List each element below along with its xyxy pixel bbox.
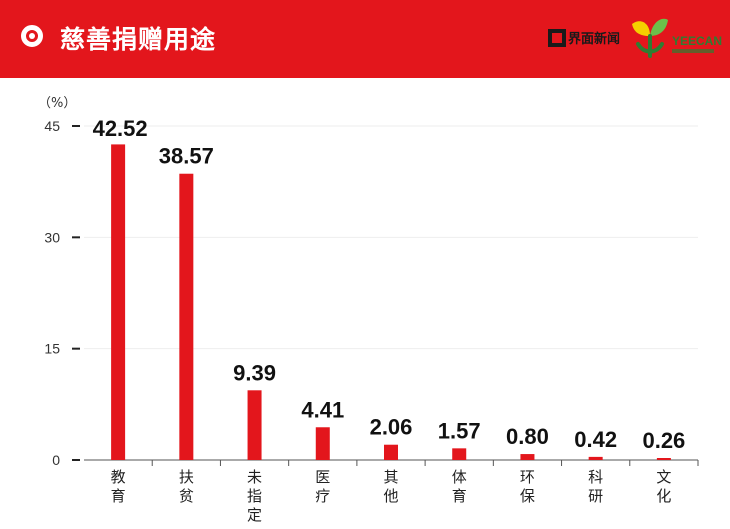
category-label-5: 体育: [452, 468, 467, 505]
bar-5: [452, 448, 467, 460]
category-label-4: 其他: [383, 468, 398, 505]
y-axis-unit: （%）: [38, 96, 76, 111]
yeecan-logo: YEECAN: [628, 14, 723, 64]
y-tick-label: 45: [44, 118, 60, 134]
bar-2: [247, 390, 262, 460]
data-label-7: 0.42: [574, 427, 617, 452]
jiemian-mark-icon: [548, 28, 566, 47]
chart-title: 慈善捐赠用途: [60, 25, 217, 54]
category-label-3: 医疗: [315, 468, 330, 505]
bar-8: [656, 458, 671, 460]
bar-3: [315, 427, 330, 460]
circle-dot-icon: [21, 25, 43, 47]
category-label-0: 教育: [111, 468, 126, 505]
y-tick-label: 0: [52, 452, 60, 468]
data-label-8: 0.26: [642, 428, 685, 453]
yeecan-logo-underline: [672, 49, 714, 53]
chart-area: （%） 0 15 30 45 42.52 教育 38.57 扶贫 9.39 未指定 4.41 医疗 2.0…: [0, 78, 730, 529]
data-label-4: 2.06: [370, 415, 413, 440]
data-label-5: 1.57: [438, 418, 481, 443]
bar-1: [179, 173, 194, 460]
data-label-3: 4.41: [301, 397, 344, 422]
category-label-7: 科研: [588, 468, 603, 505]
yeecan-leaf-icon: [632, 18, 668, 58]
data-label-1: 38.57: [159, 144, 214, 169]
jiemian-logo: 界面新闻: [548, 28, 620, 47]
jiemian-logo-text: 界面新闻: [568, 32, 621, 47]
bar-chart: （%） 0 15 30 45 42.52 教育 38.57 扶贫 9.39 未指定 4.41 医疗 2.0…: [38, 96, 699, 524]
yeecan-logo-text: YEECAN: [672, 34, 723, 48]
bar-6: [520, 454, 535, 460]
category-label-6: 环保: [520, 468, 535, 505]
data-label-2: 9.39: [233, 360, 276, 385]
bar-7: [588, 456, 603, 460]
category-label-8: 文化: [656, 468, 671, 505]
category-label-1: 扶贫: [179, 468, 194, 505]
category-label-2: 未指定: [247, 468, 262, 524]
bar-4: [384, 444, 398, 460]
data-label-0: 42.52: [93, 116, 148, 141]
header-bar: 慈善捐赠用途 界面新闻 YEECAN: [0, 0, 730, 78]
y-tick-label: 30: [44, 229, 60, 245]
bar-0: [111, 144, 126, 460]
data-label-6: 0.80: [506, 424, 549, 449]
y-tick-label: 15: [44, 341, 60, 357]
